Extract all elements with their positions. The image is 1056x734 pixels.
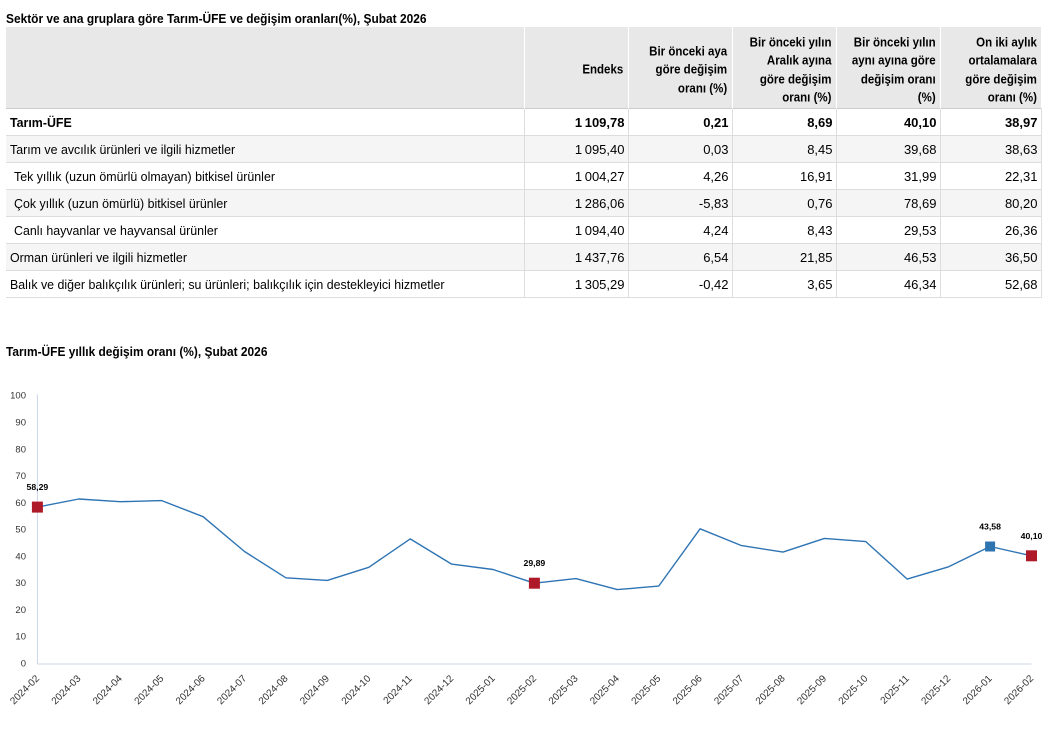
svg-text:2026-01: 2026-01	[961, 673, 995, 707]
svg-text:29,89: 29,89	[524, 558, 546, 568]
svg-text:80: 80	[15, 444, 26, 455]
svg-text:2024-11: 2024-11	[382, 673, 416, 707]
svg-text:2024-02: 2024-02	[8, 673, 42, 707]
svg-text:2024-12: 2024-12	[422, 673, 456, 707]
svg-text:2025-01: 2025-01	[464, 673, 498, 707]
svg-text:2025-12: 2025-12	[919, 673, 953, 707]
svg-text:40,10: 40,10	[1021, 531, 1043, 541]
svg-text:58,29: 58,29	[27, 482, 49, 492]
svg-text:2024-08: 2024-08	[257, 673, 291, 707]
svg-text:2025-10: 2025-10	[837, 673, 871, 707]
svg-text:2024-06: 2024-06	[174, 673, 208, 707]
svg-text:2025-08: 2025-08	[754, 673, 788, 707]
svg-text:2025-09: 2025-09	[795, 673, 829, 707]
svg-text:60: 60	[15, 498, 26, 509]
svg-text:30: 30	[15, 578, 26, 589]
svg-text:2024-09: 2024-09	[298, 673, 332, 707]
svg-text:2024-04: 2024-04	[91, 673, 125, 707]
svg-text:2024-10: 2024-10	[340, 673, 374, 707]
svg-text:2025-04: 2025-04	[588, 673, 622, 707]
svg-text:2025-03: 2025-03	[547, 673, 581, 707]
svg-text:40: 40	[15, 551, 26, 562]
svg-text:100: 100	[10, 391, 26, 402]
svg-text:0: 0	[21, 659, 26, 670]
svg-text:90: 90	[15, 418, 26, 429]
svg-text:43,58: 43,58	[979, 522, 1001, 532]
svg-text:2024-03: 2024-03	[50, 673, 84, 707]
svg-text:2025-06: 2025-06	[671, 673, 705, 707]
svg-text:2025-05: 2025-05	[630, 673, 664, 707]
svg-text:2025-11: 2025-11	[879, 673, 913, 707]
svg-text:2026-02: 2026-02	[1002, 673, 1036, 707]
svg-text:2024-05: 2024-05	[133, 673, 167, 707]
svg-text:2025-07: 2025-07	[712, 673, 746, 707]
svg-text:70: 70	[15, 471, 26, 482]
svg-text:2025-02: 2025-02	[505, 673, 539, 707]
svg-text:2024-07: 2024-07	[215, 673, 249, 707]
svg-text:10: 10	[15, 632, 26, 643]
svg-text:50: 50	[15, 525, 26, 536]
svg-text:20: 20	[15, 605, 26, 616]
